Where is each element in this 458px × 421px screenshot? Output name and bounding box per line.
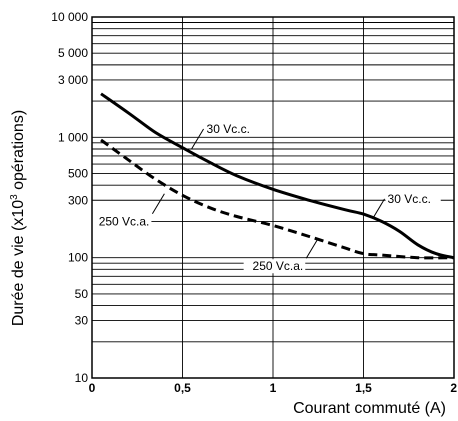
y-axis-title-rest: opérations) (10, 110, 27, 195)
annotation-label: 250 Vc.a. (99, 215, 150, 229)
y-tick-label: 300 (68, 193, 88, 207)
annotation-leader (372, 198, 385, 220)
annotation-label: 30 Vc.c. (388, 192, 431, 206)
y-tick-label: 500 (68, 167, 88, 181)
annotation-label-background (89, 214, 152, 229)
x-tick-label: 2 (450, 381, 457, 395)
y-tick-label: 3 000 (58, 73, 88, 87)
series-line-dc (100, 92, 455, 260)
annotation-label-background (204, 121, 260, 136)
x-axis-title: Courant commuté (A) (293, 400, 446, 417)
x-tick-label: 1 (270, 381, 277, 395)
annotation-leader (305, 237, 319, 259)
annotation-label-background (243, 259, 306, 274)
annotations: 30 Vc.c. 30 Vc.c. 250 Vc.a. 250 Vc.a. (89, 121, 441, 274)
y-axis-title-main: Durée de vie (x10 (10, 200, 27, 326)
x-tick-labels: 0 0,5 1 1,5 2 (89, 381, 458, 395)
annotation-leader (191, 128, 204, 150)
y-tick-label: 5 000 (58, 46, 88, 60)
x-tick-label: 1,5 (355, 381, 372, 395)
x-tick-label: 0 (89, 381, 96, 395)
y-axis-title-exponent: 3 (9, 194, 20, 200)
y-tick-label: 1 000 (58, 130, 88, 144)
y-axis-title: Durée de vie (x103 opérations) (9, 110, 27, 326)
y-tick-label: 50 (75, 287, 89, 301)
series-lines (100, 92, 455, 260)
annotation-leader (151, 193, 165, 214)
annotation-label-background (385, 191, 441, 206)
x-tick-label: 0,5 (174, 381, 191, 395)
y-tick-label: 10 000 (51, 10, 88, 24)
y-tick-labels: 10 30 50 100 300 500 1 000 3 000 5 000 10 000 (51, 10, 88, 385)
annotation-label: 30 Vc.c. (207, 122, 250, 136)
y-tick-label: 10 (75, 371, 89, 385)
annotation-label: 250 Vc.a. (253, 259, 304, 273)
plot-frame (91, 16, 455, 379)
y-tick-label: 100 (68, 251, 88, 265)
y-tick-label: 30 (75, 314, 89, 328)
